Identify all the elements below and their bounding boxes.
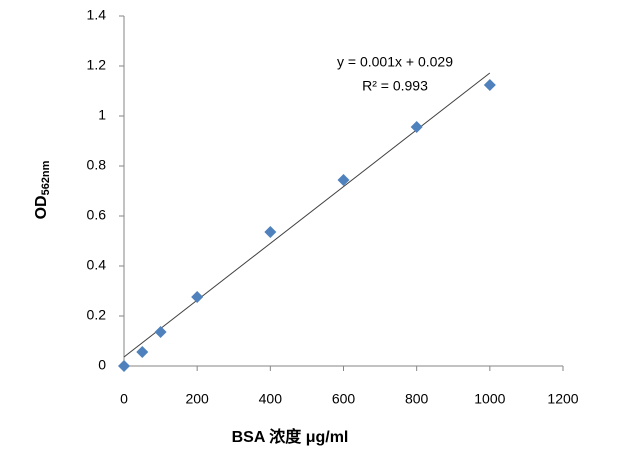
data-point <box>337 174 350 186</box>
x-tick-label: 0 <box>120 391 128 407</box>
x-tick-label: 600 <box>332 391 356 407</box>
data-point <box>118 360 130 372</box>
x-tick-label: 200 <box>185 391 209 407</box>
x-tick-label: 800 <box>405 391 429 407</box>
y-tick-label: 0.2 <box>87 307 107 323</box>
y-axis-label-main: OD <box>33 195 50 219</box>
x-axis-label: BSA 浓度 μg/ml <box>232 427 349 446</box>
y-tick-label: 1.4 <box>87 7 107 23</box>
x-tick-label: 1000 <box>474 391 505 407</box>
y-tick-label: 1 <box>98 107 106 123</box>
r-squared: R² = 0.993 <box>362 78 428 94</box>
data-point <box>191 291 204 303</box>
y-axis-label-sub: 562nm <box>40 160 52 195</box>
data-point <box>264 226 277 238</box>
equation: y = 0.001x + 0.029 <box>337 54 453 70</box>
x-tick-label: 1200 <box>547 391 578 407</box>
x-tick-label: 400 <box>259 391 283 407</box>
y-axis-label: OD562nm <box>33 160 52 219</box>
trendline <box>123 72 491 358</box>
data-point <box>154 326 167 338</box>
data-point <box>483 79 496 91</box>
y-tick-label: 0 <box>98 357 106 373</box>
y-tick-label: 0.6 <box>87 207 107 223</box>
y-tick-label: 0.8 <box>87 157 107 173</box>
y-tick-label: 1.2 <box>87 57 107 73</box>
y-tick-label: 0.4 <box>87 257 107 273</box>
data-point <box>410 121 423 133</box>
data-point <box>136 346 149 358</box>
